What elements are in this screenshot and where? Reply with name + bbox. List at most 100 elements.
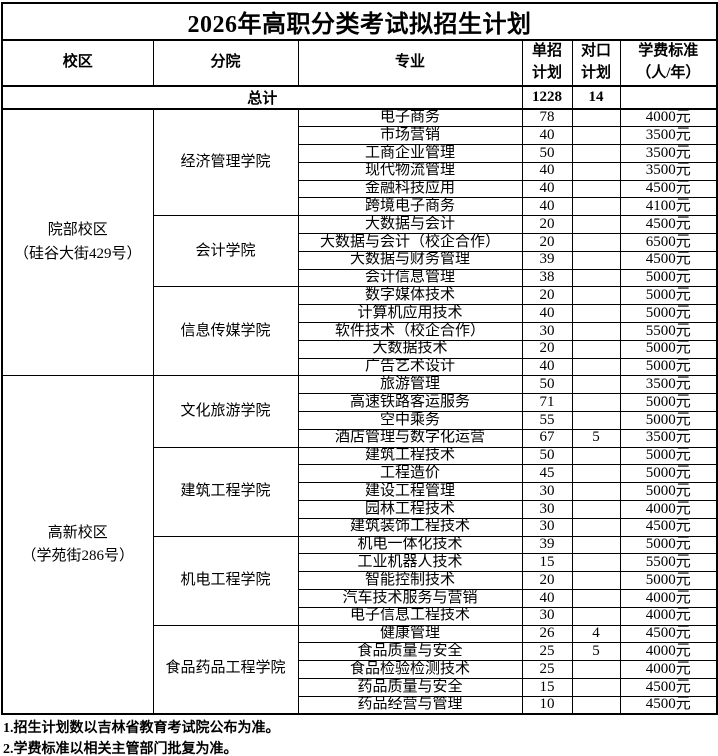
college-cell: 建筑工程学院 — [152, 446, 299, 537]
counterpart-plan-cell — [571, 250, 621, 270]
counterpart-plan-cell — [571, 464, 621, 484]
tuition-cell: 5500元 — [619, 322, 718, 341]
single-plan-cell: 40 — [521, 357, 573, 377]
tuition-cell: 4000元 — [619, 108, 718, 128]
major-cell: 工商企业管理 — [297, 144, 523, 163]
counterpart-plan-cell — [571, 179, 621, 199]
major-cell: 现代物流管理 — [297, 161, 523, 181]
major-cell: 机电一体化技术 — [297, 535, 523, 555]
major-cell: 食品检验检测技术 — [297, 660, 523, 679]
column-header-single-plan: 单招 计划 — [521, 39, 573, 87]
college-cell: 信息传媒学院 — [152, 286, 299, 377]
major-cell: 金融科技应用 — [297, 179, 523, 199]
college-cell: 食品药品工程学院 — [152, 624, 299, 715]
major-cell: 药品经营与管理 — [297, 695, 523, 715]
table-row: 建筑工程学院 建筑工程技术 50 5000元 — [2, 446, 718, 537]
campus-cell: 院部校区 （硅谷大街429号） — [1, 108, 154, 377]
tuition-cell: 3500元 — [619, 375, 718, 395]
footnote-2: 2.学费标准以相关主管部门批复为准。 — [3, 742, 238, 756]
table-row: 园林工程技术 30 4000元 — [2, 500, 718, 519]
tuition-cell: 4500元 — [619, 179, 718, 199]
counterpart-plan-cell: 4 — [571, 624, 621, 644]
tuition-cell: 4500元 — [619, 678, 718, 697]
total-single-plan: 1228 — [521, 85, 573, 110]
counterpart-plan-cell — [571, 500, 621, 519]
counterpart-plan-cell — [571, 233, 621, 252]
column-header-counterpart-plan: 对口 计划 — [571, 39, 621, 87]
table-row: 建筑装饰工程技术 30 4500元 — [2, 517, 718, 537]
counterpart-plan-cell — [571, 339, 621, 359]
tuition-cell: 4500元 — [619, 695, 718, 715]
tuition-cell: 4100元 — [619, 197, 718, 217]
counterpart-plan-cell — [571, 678, 621, 697]
single-plan-cell: 67 — [521, 428, 573, 448]
college-cell: 机电工程学院 — [152, 535, 299, 626]
single-plan-cell: 25 — [521, 642, 573, 662]
counterpart-plan-cell: 5 — [571, 642, 621, 662]
major-cell: 建设工程管理 — [297, 482, 523, 502]
counterpart-plan-cell: 5 — [571, 428, 621, 448]
table-row: 市场营销 40 3500元 — [2, 126, 718, 146]
major-cell: 汽车技术服务与营销 — [297, 589, 523, 608]
counterpart-plan-cell — [571, 535, 621, 555]
major-cell: 药品质量与安全 — [297, 678, 523, 697]
table-row: 信息传媒学院 数字媒体技术 20 5000元 — [2, 286, 718, 377]
tuition-cell: 4000元 — [619, 642, 718, 662]
counterpart-plan-cell — [571, 446, 621, 466]
table-row: 药品经营与管理 10 4500元 — [2, 695, 718, 715]
counterpart-plan-cell — [571, 517, 621, 537]
table-row: 汽车技术服务与营销 40 4000元 — [2, 589, 718, 608]
counterpart-plan-cell — [571, 660, 621, 679]
major-cell: 工业机器人技术 — [297, 553, 523, 573]
single-plan-cell: 25 — [521, 660, 573, 679]
single-plan-cell: 20 — [521, 286, 573, 306]
single-plan-cell: 40 — [521, 197, 573, 217]
single-plan-cell: 39 — [521, 250, 573, 270]
single-plan-cell: 40 — [521, 589, 573, 608]
tuition-cell: 4000元 — [619, 589, 718, 608]
single-plan-cell: 38 — [521, 268, 573, 288]
single-plan-cell: 20 — [521, 215, 573, 235]
major-cell: 工程造价 — [297, 464, 523, 484]
counterpart-plan-cell — [571, 126, 621, 146]
single-plan-cell: 10 — [521, 695, 573, 715]
campus-cell: 高新校区 （学苑街286号） — [1, 375, 154, 715]
major-cell: 健康管理 — [297, 624, 523, 644]
single-plan-cell: 45 — [521, 464, 573, 484]
counterpart-plan-cell — [571, 144, 621, 163]
table-row: 机电工程学院 机电一体化技术 39 5000元 — [2, 535, 718, 626]
table-row: 智能控制技术 20 5000元 — [2, 571, 718, 591]
major-cell: 市场营销 — [297, 126, 523, 146]
single-plan-cell: 15 — [521, 678, 573, 697]
table-row: 高新校区 （学苑街286号） 文化旅游学院 旅游管理 50 3500元 — [1, 375, 718, 715]
table-row: 建设工程管理 30 5000元 — [2, 482, 718, 502]
counterpart-plan-cell — [571, 357, 621, 377]
tuition-cell: 6500元 — [619, 233, 718, 252]
counterpart-plan-cell — [571, 589, 621, 608]
counterpart-plan-cell — [571, 695, 621, 715]
table-row: 现代物流管理 40 3500元 — [2, 161, 718, 181]
tuition-cell: 4500元 — [619, 624, 718, 644]
major-cell: 高速铁路客运服务 — [297, 393, 523, 413]
total-tuition — [619, 85, 718, 110]
counterpart-plan-cell — [571, 553, 621, 573]
single-plan-cell: 40 — [521, 161, 573, 181]
major-cell: 大数据技术 — [297, 339, 523, 359]
total-label: 总计 — [1, 85, 523, 110]
single-plan-cell: 39 — [521, 535, 573, 555]
counterpart-plan-cell — [571, 197, 621, 217]
counterpart-plan-cell — [571, 606, 621, 626]
tuition-cell: 5000元 — [619, 464, 718, 484]
tuition-cell: 4500元 — [619, 215, 718, 235]
counterpart-plan-cell — [571, 215, 621, 235]
single-plan-cell: 30 — [521, 322, 573, 341]
single-plan-cell: 40 — [521, 126, 573, 146]
tuition-cell: 3500元 — [619, 144, 718, 163]
counterpart-plan-cell — [571, 411, 621, 430]
major-cell: 电子商务 — [297, 108, 523, 128]
table-row: 工业机器人技术 15 5500元 — [2, 553, 718, 573]
major-cell: 跨境电子商务 — [297, 197, 523, 217]
tuition-cell: 4500元 — [619, 517, 718, 537]
counterpart-plan-cell — [571, 393, 621, 413]
major-cell: 大数据与会计 — [297, 215, 523, 235]
